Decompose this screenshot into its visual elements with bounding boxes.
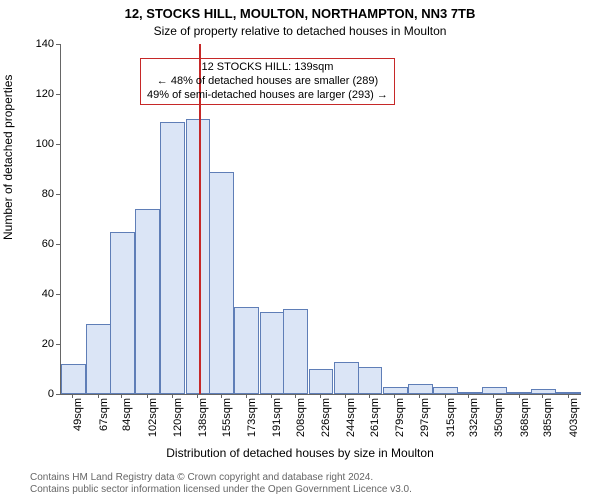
y-tick (56, 344, 60, 345)
x-tick-label: 173sqm (246, 398, 258, 437)
histogram-bar (309, 369, 334, 394)
x-tick-label: 49sqm (72, 398, 84, 431)
histogram-bar (234, 307, 259, 395)
x-tick-label: 138sqm (197, 398, 209, 437)
histogram-bar (383, 387, 408, 395)
x-tick-label: 350sqm (493, 398, 505, 437)
y-tick (56, 294, 60, 295)
copyright-line: Contains public sector information licen… (30, 484, 412, 496)
y-tick-label: 120 (20, 88, 54, 100)
histogram-bar (556, 392, 581, 395)
y-tick-label: 20 (20, 338, 54, 350)
y-axis-label: Number of detached properties (1, 75, 15, 240)
x-tick-label: 226sqm (320, 398, 332, 437)
x-tick-label: 315sqm (445, 398, 457, 437)
x-tick-label: 84sqm (121, 398, 133, 431)
annotation-line: 49% of semi-detached houses are larger (… (147, 89, 388, 103)
y-tick (56, 394, 60, 395)
copyright-line: Contains HM Land Registry data © Crown c… (30, 472, 412, 484)
histogram-bar (186, 119, 211, 394)
y-tick-label: 40 (20, 288, 54, 300)
x-tick-label: 120sqm (172, 398, 184, 437)
histogram-bar (135, 209, 160, 394)
y-tick (56, 94, 60, 95)
x-tick-label: 368sqm (519, 398, 531, 437)
histogram-bar (457, 392, 482, 395)
y-tick (56, 144, 60, 145)
x-tick-label: 67sqm (98, 398, 110, 431)
chart-title: 12, STOCKS HILL, MOULTON, NORTHAMPTON, N… (0, 6, 600, 21)
y-tick (56, 194, 60, 195)
histogram-bar (110, 232, 135, 395)
y-tick (56, 244, 60, 245)
x-axis-label: Distribution of detached houses by size … (0, 446, 600, 460)
chart-container: 12, STOCKS HILL, MOULTON, NORTHAMPTON, N… (0, 0, 600, 500)
histogram-bar (482, 387, 507, 395)
y-tick-label: 80 (20, 188, 54, 200)
x-tick-label: 208sqm (295, 398, 307, 437)
histogram-bar (86, 324, 111, 394)
x-tick-label: 297sqm (419, 398, 431, 437)
y-tick (56, 44, 60, 45)
histogram-bar (209, 172, 234, 395)
histogram-bar (61, 364, 86, 394)
histogram-bar (160, 122, 185, 395)
x-tick-label: 155sqm (221, 398, 233, 437)
x-tick-label: 102sqm (147, 398, 159, 437)
chart-subtitle: Size of property relative to detached ho… (0, 24, 600, 38)
y-tick-label: 140 (20, 38, 54, 50)
y-tick-label: 60 (20, 238, 54, 250)
histogram-bar (507, 392, 532, 394)
y-tick-label: 100 (20, 138, 54, 150)
x-tick-label: 191sqm (271, 398, 283, 437)
histogram-bar (260, 312, 285, 395)
copyright-text: Contains HM Land Registry data © Crown c… (30, 472, 412, 496)
x-tick-label: 261sqm (369, 398, 381, 437)
histogram-bar (408, 384, 433, 394)
x-tick-label: 244sqm (345, 398, 357, 437)
x-tick-label: 403sqm (568, 398, 580, 437)
histogram-bar (531, 389, 556, 394)
x-tick-label: 279sqm (394, 398, 406, 437)
annotation-box: 12 STOCKS HILL: 139sqm← 48% of detached … (140, 58, 395, 105)
histogram-bar (433, 387, 458, 395)
annotation-line: ← 48% of detached houses are smaller (28… (147, 75, 388, 89)
annotation-line: 12 STOCKS HILL: 139sqm (147, 61, 388, 75)
histogram-bar (358, 367, 383, 395)
x-tick-label: 385sqm (542, 398, 554, 437)
y-tick-label: 0 (20, 388, 54, 400)
x-tick-label: 332sqm (468, 398, 480, 437)
histogram-bar (283, 309, 308, 394)
histogram-bar (334, 362, 359, 395)
